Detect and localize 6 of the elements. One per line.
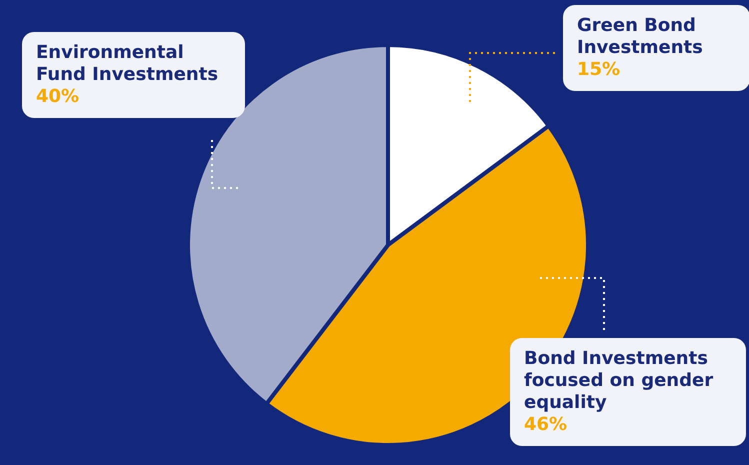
slice-label: Environmental Fund Investments bbox=[36, 42, 220, 86]
slice-label: Bond Investments focused on gender equality bbox=[524, 348, 714, 414]
data-label: 46% bbox=[524, 414, 568, 436]
slice-label: Green Bond Investments bbox=[577, 15, 704, 59]
data-label: 15% bbox=[577, 59, 622, 81]
data-label: 40% bbox=[36, 86, 80, 108]
